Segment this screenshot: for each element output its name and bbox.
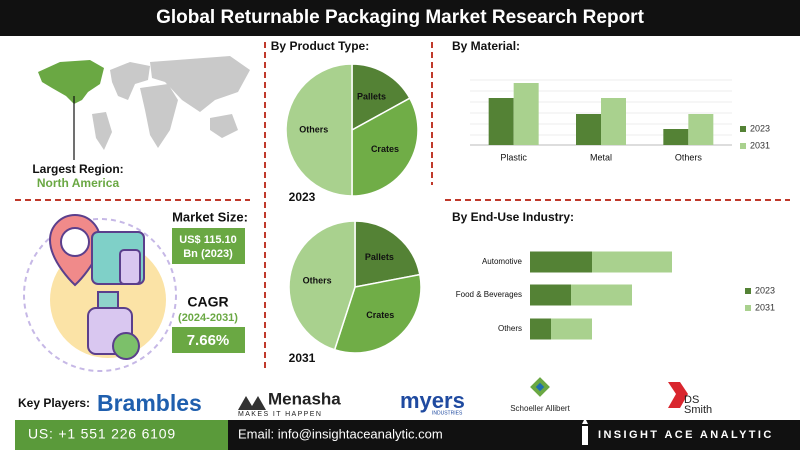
pie-slice xyxy=(354,220,421,288)
pie-slice xyxy=(333,273,422,354)
bar xyxy=(576,114,601,145)
chart-title: By Material: xyxy=(452,39,520,53)
key-players-label: Key Players: xyxy=(18,396,90,410)
y-tick-label: Others xyxy=(498,324,522,333)
x-tick-label: Plastic xyxy=(500,152,527,162)
pie-label: Pallets xyxy=(357,91,386,101)
logo: Menasha xyxy=(268,389,341,408)
footer-phone-box xyxy=(15,420,228,450)
pie-label: Crates xyxy=(371,144,399,154)
world-map xyxy=(92,56,250,150)
spray-head xyxy=(97,291,119,309)
legend-swatch xyxy=(745,288,751,294)
pie-slice xyxy=(288,220,356,351)
map-shape xyxy=(150,56,250,112)
pie-label: Others xyxy=(303,275,332,285)
market-size-value: US$ 115.10 xyxy=(179,234,237,246)
x-tick-label: Metal xyxy=(590,152,612,162)
bar xyxy=(530,284,571,306)
footer-email: Email: info@insightaceanalytic.com xyxy=(238,426,443,441)
north-america xyxy=(38,60,104,104)
bottle xyxy=(119,249,141,285)
logo: MAKES IT HAPPEN xyxy=(238,411,322,418)
logo-icon xyxy=(668,382,688,408)
cagr-label: CAGR xyxy=(187,294,228,310)
map-shape xyxy=(140,84,178,148)
logo: Brambles xyxy=(97,390,202,416)
bar xyxy=(513,83,539,145)
market-size-box xyxy=(172,228,245,264)
logo: INDUSTRIES xyxy=(432,410,463,416)
legend-swatch xyxy=(740,143,746,149)
bar xyxy=(530,251,592,273)
pie-title: 2031 xyxy=(289,351,316,365)
bar xyxy=(571,284,632,306)
region-value: North America xyxy=(37,176,120,190)
pie-slice xyxy=(285,63,353,197)
ring xyxy=(23,218,177,372)
title: Global Returnable Packaging Market Resea… xyxy=(156,7,644,28)
bar xyxy=(601,98,626,145)
logo: Smith xyxy=(684,404,712,416)
pie-label: Crates xyxy=(366,310,394,320)
legend-label: 2031 xyxy=(755,302,775,312)
logo: Schoeller Allibert xyxy=(510,404,570,413)
y-tick-label: Food & Beverages xyxy=(456,290,522,299)
chart-title: By End-Use Industry: xyxy=(452,210,574,224)
brand-icon xyxy=(582,420,588,445)
legend-label: 2023 xyxy=(755,285,775,295)
dividers xyxy=(15,42,790,372)
footer-bar xyxy=(228,420,800,450)
pie-title: 2023 xyxy=(289,190,316,204)
logo: DS xyxy=(684,394,699,406)
x-tick-label: Others xyxy=(675,152,703,162)
map-shape xyxy=(92,112,112,150)
section-title: By Product Type: xyxy=(271,39,369,53)
market-size-label: Market Size: xyxy=(172,209,248,224)
pie-slice xyxy=(351,63,411,132)
bar xyxy=(592,251,672,273)
cagr-value: 7.66% xyxy=(187,332,230,349)
pin-hole xyxy=(60,227,90,257)
bar xyxy=(488,98,514,145)
pie-label: Others xyxy=(299,124,328,134)
legend-swatch xyxy=(740,126,746,132)
legend-label: 2023 xyxy=(750,123,770,133)
region-label: Largest Region: xyxy=(32,162,123,176)
illustration xyxy=(23,214,177,372)
pie-label: Pallets xyxy=(365,252,394,262)
recycle xyxy=(112,332,140,360)
cagr-period: (2024-2031) xyxy=(178,312,238,324)
bar xyxy=(688,114,714,145)
market-size-value: Bn (2023) xyxy=(183,248,233,260)
y-tick-label: Automotive xyxy=(482,257,523,266)
logo: myers xyxy=(400,388,465,413)
cagr-box xyxy=(172,327,245,353)
bar xyxy=(530,318,551,340)
pie-slice xyxy=(351,97,419,197)
bar xyxy=(663,129,689,145)
map-shape xyxy=(110,62,150,100)
bar xyxy=(551,318,592,340)
header-bar xyxy=(0,0,800,36)
legend-label: 2031 xyxy=(750,140,770,150)
logo-icon xyxy=(530,377,550,397)
footer-phone: US: +1 551 226 6109 xyxy=(28,426,176,442)
footer-brand: INSIGHT ACE ANALYTIC xyxy=(598,429,774,441)
logo-icon xyxy=(238,396,266,410)
logo-shape xyxy=(535,382,545,392)
map-shape xyxy=(210,114,238,138)
legend-swatch xyxy=(745,305,751,311)
